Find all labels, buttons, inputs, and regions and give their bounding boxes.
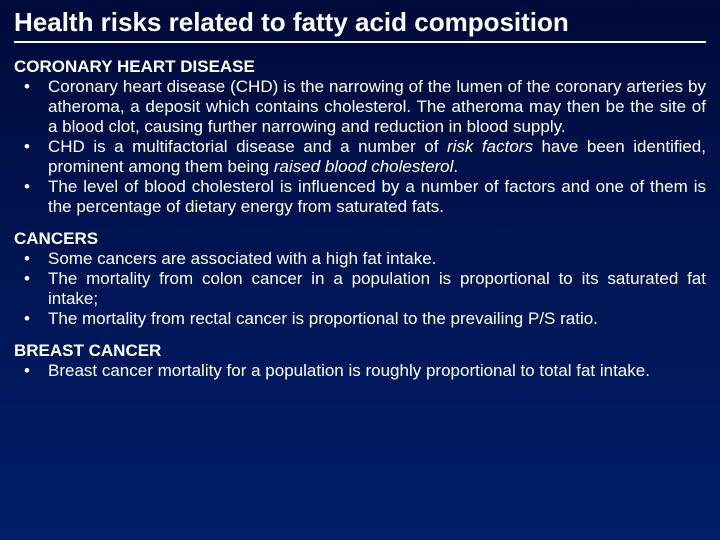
section-heading-cancers: CANCERS [14,229,706,249]
list-item: CHD is a multifactorial disease and a nu… [14,137,706,177]
bullet-list-breast: Breast cancer mortality for a population… [14,361,706,381]
italic-text: risk factors [447,137,533,156]
bullet-text: . [453,157,458,176]
list-item: The mortality from rectal cancer is prop… [14,309,706,329]
slide-title: Health risks related to fatty acid compo… [14,8,706,43]
list-item: The level of blood cholesterol is influe… [14,177,706,217]
bullet-list-cancers: Some cancers are associated with a high … [14,249,706,329]
bullet-list-chd: Coronary heart disease (CHD) is the narr… [14,77,706,217]
section-cancers: CANCERS Some cancers are associated with… [14,229,706,329]
italic-text: raised blood cholesterol [274,157,454,176]
list-item: The mortality from colon cancer in a pop… [14,269,706,309]
section-heading-chd: CORONARY HEART DISEASE [14,57,706,77]
section-heading-breast: BREAST CANCER [14,341,706,361]
section-chd: CORONARY HEART DISEASE Coronary heart di… [14,57,706,217]
list-item: Coronary heart disease (CHD) is the narr… [14,77,706,137]
list-item: Breast cancer mortality for a population… [14,361,706,381]
bullet-text: CHD is a multifactorial disease and a nu… [48,137,447,156]
section-breast-cancer: BREAST CANCER Breast cancer mortality fo… [14,341,706,381]
list-item: Some cancers are associated with a high … [14,249,706,269]
